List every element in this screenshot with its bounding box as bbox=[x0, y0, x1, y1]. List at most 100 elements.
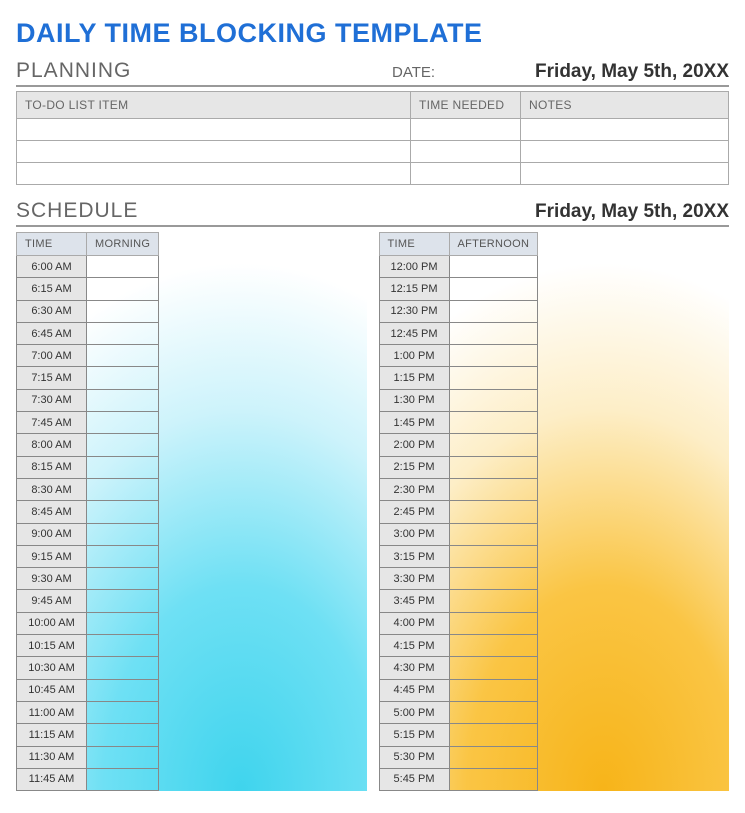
todo-cell[interactable] bbox=[411, 141, 521, 163]
todo-cell[interactable] bbox=[411, 119, 521, 141]
time-row: 10:00 AM bbox=[17, 612, 159, 634]
time-row: 5:30 PM bbox=[379, 746, 538, 768]
content-cell[interactable] bbox=[87, 501, 159, 523]
time-row: 3:00 PM bbox=[379, 523, 538, 545]
content-cell[interactable] bbox=[87, 657, 159, 679]
time-cell: 2:45 PM bbox=[379, 501, 449, 523]
content-cell[interactable] bbox=[87, 278, 159, 300]
content-cell[interactable] bbox=[449, 701, 538, 723]
content-cell[interactable] bbox=[449, 612, 538, 634]
content-cell[interactable] bbox=[87, 523, 159, 545]
morning-block-header: MORNING bbox=[87, 233, 159, 256]
content-cell[interactable] bbox=[87, 345, 159, 367]
time-row: 11:15 AM bbox=[17, 724, 159, 746]
time-cell: 5:30 PM bbox=[379, 746, 449, 768]
content-cell[interactable] bbox=[449, 367, 538, 389]
content-cell[interactable] bbox=[449, 256, 538, 278]
content-cell[interactable] bbox=[449, 635, 538, 657]
content-cell[interactable] bbox=[449, 501, 538, 523]
content-cell[interactable] bbox=[449, 434, 538, 456]
content-cell[interactable] bbox=[449, 278, 538, 300]
time-cell: 7:45 AM bbox=[17, 412, 87, 434]
afternoon-block-wrap: TIME AFTERNOON 12:00 PM12:15 PM12:30 PM1… bbox=[379, 232, 730, 791]
content-cell[interactable] bbox=[87, 367, 159, 389]
content-cell[interactable] bbox=[449, 300, 538, 322]
content-cell[interactable] bbox=[449, 746, 538, 768]
time-cell: 6:30 AM bbox=[17, 300, 87, 322]
todo-cell[interactable] bbox=[17, 141, 411, 163]
afternoon-time-header: TIME bbox=[379, 233, 449, 256]
time-cell: 9:15 AM bbox=[17, 545, 87, 567]
time-cell: 5:00 PM bbox=[379, 701, 449, 723]
content-cell[interactable] bbox=[87, 768, 159, 790]
time-row: 4:15 PM bbox=[379, 635, 538, 657]
morning-table: TIME MORNING 6:00 AM6:15 AM6:30 AM6:45 A… bbox=[16, 232, 159, 791]
time-cell: 9:30 AM bbox=[17, 568, 87, 590]
time-row: 8:30 AM bbox=[17, 478, 159, 500]
time-cell: 3:30 PM bbox=[379, 568, 449, 590]
content-cell[interactable] bbox=[87, 545, 159, 567]
todo-cell[interactable] bbox=[521, 163, 729, 185]
time-cell: 12:45 PM bbox=[379, 322, 449, 344]
content-cell[interactable] bbox=[87, 724, 159, 746]
content-cell[interactable] bbox=[449, 724, 538, 746]
afternoon-table: TIME AFTERNOON 12:00 PM12:15 PM12:30 PM1… bbox=[379, 232, 539, 791]
content-cell[interactable] bbox=[87, 679, 159, 701]
time-cell: 8:15 AM bbox=[17, 456, 87, 478]
content-cell[interactable] bbox=[449, 345, 538, 367]
content-cell[interactable] bbox=[449, 523, 538, 545]
time-row: 2:00 PM bbox=[379, 434, 538, 456]
content-cell[interactable] bbox=[87, 434, 159, 456]
time-row: 9:00 AM bbox=[17, 523, 159, 545]
content-cell[interactable] bbox=[87, 300, 159, 322]
content-cell[interactable] bbox=[87, 322, 159, 344]
content-cell[interactable] bbox=[87, 612, 159, 634]
content-cell[interactable] bbox=[449, 412, 538, 434]
content-cell[interactable] bbox=[449, 322, 538, 344]
todo-cell[interactable] bbox=[17, 119, 411, 141]
content-cell[interactable] bbox=[87, 746, 159, 768]
todo-cell[interactable] bbox=[17, 163, 411, 185]
time-row: 11:00 AM bbox=[17, 701, 159, 723]
time-cell: 6:00 AM bbox=[17, 256, 87, 278]
time-row: 5:00 PM bbox=[379, 701, 538, 723]
morning-block-wrap: TIME MORNING 6:00 AM6:15 AM6:30 AM6:45 A… bbox=[16, 232, 367, 791]
time-row: 10:15 AM bbox=[17, 635, 159, 657]
content-cell[interactable] bbox=[87, 256, 159, 278]
content-cell[interactable] bbox=[87, 701, 159, 723]
afternoon-block-header: AFTERNOON bbox=[449, 233, 538, 256]
time-row: 1:00 PM bbox=[379, 345, 538, 367]
time-row: 5:45 PM bbox=[379, 768, 538, 790]
time-row: 6:00 AM bbox=[17, 256, 159, 278]
content-cell[interactable] bbox=[87, 590, 159, 612]
todo-cell[interactable] bbox=[521, 141, 729, 163]
content-cell[interactable] bbox=[449, 657, 538, 679]
todo-cell[interactable] bbox=[411, 163, 521, 185]
content-cell[interactable] bbox=[449, 679, 538, 701]
time-row: 12:15 PM bbox=[379, 278, 538, 300]
content-cell[interactable] bbox=[449, 545, 538, 567]
content-cell[interactable] bbox=[87, 412, 159, 434]
content-cell[interactable] bbox=[449, 456, 538, 478]
time-row: 1:15 PM bbox=[379, 367, 538, 389]
time-cell: 2:00 PM bbox=[379, 434, 449, 456]
planning-header: PLANNING DATE: Friday, May 5th, 20XX bbox=[16, 59, 729, 87]
todo-col-notes: NOTES bbox=[521, 92, 729, 119]
content-cell[interactable] bbox=[449, 478, 538, 500]
content-cell[interactable] bbox=[449, 590, 538, 612]
content-cell[interactable] bbox=[87, 635, 159, 657]
content-cell[interactable] bbox=[87, 456, 159, 478]
page-title: DAILY TIME BLOCKING TEMPLATE bbox=[16, 18, 729, 49]
content-cell[interactable] bbox=[87, 389, 159, 411]
schedule-date-value: Friday, May 5th, 20XX bbox=[535, 201, 729, 223]
content-cell[interactable] bbox=[449, 389, 538, 411]
content-cell[interactable] bbox=[87, 568, 159, 590]
todo-cell[interactable] bbox=[521, 119, 729, 141]
content-cell[interactable] bbox=[449, 568, 538, 590]
time-cell: 7:00 AM bbox=[17, 345, 87, 367]
time-cell: 6:45 AM bbox=[17, 322, 87, 344]
time-row: 12:00 PM bbox=[379, 256, 538, 278]
content-cell[interactable] bbox=[449, 768, 538, 790]
schedule-columns: TIME MORNING 6:00 AM6:15 AM6:30 AM6:45 A… bbox=[16, 232, 729, 791]
content-cell[interactable] bbox=[87, 478, 159, 500]
